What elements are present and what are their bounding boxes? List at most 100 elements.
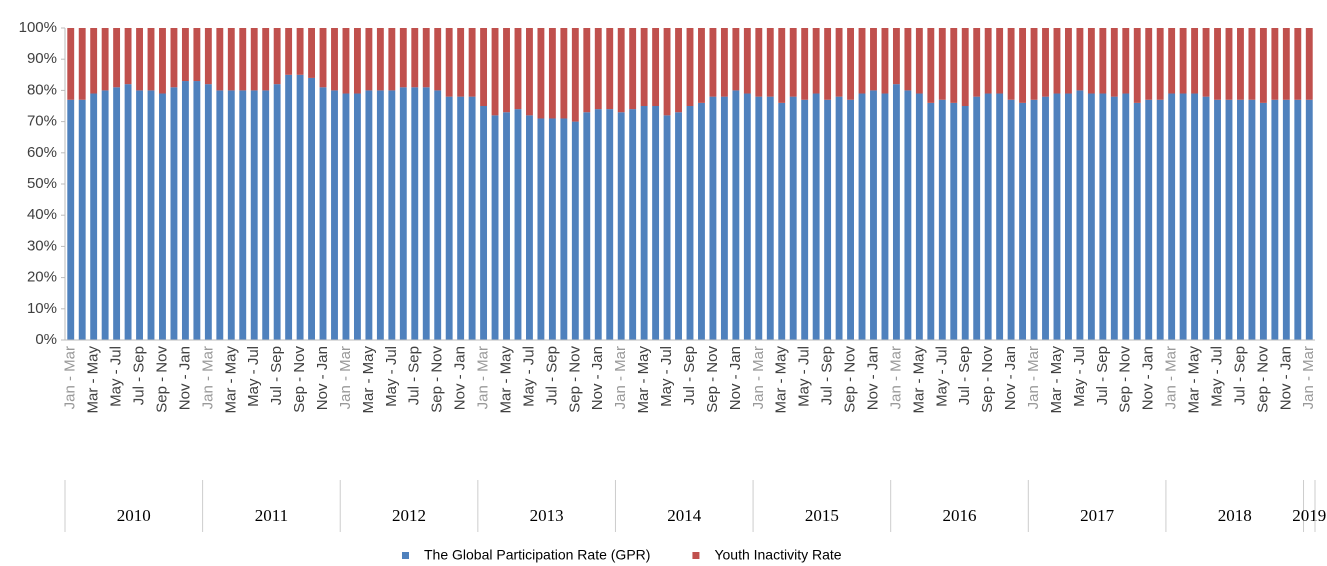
- x-tick-label: Nov - Jan: [452, 346, 469, 410]
- bar-segment: [881, 93, 889, 341]
- bar-segment: [1225, 99, 1233, 340]
- bar-segment: [250, 90, 258, 341]
- bar-segment: [1133, 28, 1141, 103]
- bar-segment: [652, 28, 660, 106]
- bar-segment: [216, 28, 224, 91]
- bar-segment: [1305, 99, 1313, 340]
- x-tick-label: Mar - May: [773, 346, 790, 414]
- bar-segment: [766, 96, 774, 340]
- y-tick-label: 40%: [27, 206, 57, 223]
- bar-segment: [640, 106, 648, 340]
- bar-segment: [835, 28, 843, 97]
- x-tick-label: Sep - Nov: [429, 346, 446, 413]
- bar-segment: [778, 28, 786, 103]
- bar-segment: [388, 90, 396, 341]
- x-tick-label: Jan - Mar: [475, 346, 492, 409]
- bar-segment: [1133, 102, 1141, 340]
- bar-segment: [663, 115, 671, 340]
- x-tick-label: Sep - Nov: [842, 346, 859, 413]
- year-label: 2016: [942, 506, 976, 525]
- x-tick-label: Jul - Sep: [131, 346, 148, 405]
- bar-segment: [136, 28, 143, 91]
- bar-segment: [170, 28, 178, 88]
- bar-segment: [227, 28, 235, 91]
- bar-segment: [1065, 93, 1072, 341]
- x-tick-label: Nov - Jan: [1277, 346, 1294, 410]
- bar-segment: [571, 121, 579, 340]
- bar-segment: [1237, 99, 1244, 340]
- bar-segment: [1007, 28, 1015, 100]
- bar-segment: [1122, 93, 1130, 341]
- bar-segment: [480, 106, 488, 340]
- bar-segment: [514, 28, 522, 110]
- x-tick-label: May - Jul: [245, 346, 262, 407]
- bar-segment: [526, 115, 533, 340]
- bar-segment: [1145, 99, 1153, 340]
- bar-segment: [571, 28, 579, 122]
- bar-segment: [938, 28, 946, 100]
- bar-segment: [583, 28, 591, 113]
- bar-segment: [1191, 93, 1199, 341]
- bar-segment: [709, 96, 717, 340]
- x-tick-label: Sep - Nov: [153, 346, 170, 413]
- bar-segment: [1179, 28, 1187, 94]
- x-tick-label: Jul - Sep: [268, 346, 285, 405]
- bar-segment: [1145, 28, 1153, 100]
- bar-segment: [892, 28, 900, 85]
- bar-segment: [1214, 28, 1221, 100]
- bar-segment: [503, 112, 510, 341]
- bar-segment: [1191, 28, 1199, 94]
- bar-segment: [1282, 28, 1290, 100]
- x-tick-label: Sep - Nov: [1117, 346, 1134, 413]
- bar-segment: [422, 28, 430, 88]
- bar-segment: [663, 28, 671, 116]
- bar-segment: [342, 28, 350, 94]
- bar-segment: [629, 109, 637, 341]
- bar-segment: [101, 28, 109, 91]
- bar-segment: [285, 74, 293, 341]
- x-tick-label: Jan - Mar: [199, 346, 216, 409]
- bar-segment: [1259, 102, 1267, 340]
- bar-segment: [1202, 28, 1210, 97]
- bar-segment: [594, 109, 602, 341]
- x-tick-label: Jan - Mar: [337, 346, 354, 409]
- bar-segment: [617, 112, 625, 341]
- bar-segment: [1076, 28, 1084, 91]
- y-tick-label: 100%: [19, 19, 57, 36]
- bar-segment: [847, 28, 854, 100]
- bar-segment: [617, 28, 625, 113]
- y-tick-label: 60%: [27, 144, 57, 161]
- bar-segment: [457, 96, 465, 340]
- x-tick-label: Jan - Mar: [750, 346, 767, 409]
- bar-segment: [285, 28, 293, 75]
- bar-segment: [101, 90, 109, 341]
- legend-swatch: [692, 552, 700, 559]
- bar-segment: [1248, 99, 1256, 340]
- bar-segment: [1237, 28, 1244, 100]
- bar-segment: [262, 28, 270, 91]
- y-tick-label: 30%: [27, 237, 57, 254]
- x-tick-label: Sep - Nov: [1254, 346, 1271, 413]
- year-label: 2019: [1292, 506, 1326, 525]
- x-tick-label: Sep - Nov: [979, 346, 996, 413]
- bar-segment: [1271, 99, 1279, 340]
- x-tick-label: Nov - Jan: [1140, 346, 1157, 410]
- bar-segment: [1282, 99, 1290, 340]
- bar-segment: [560, 118, 568, 340]
- bar-segment: [950, 28, 958, 103]
- bar-segment: [1294, 28, 1302, 100]
- bar-segment: [1053, 28, 1061, 94]
- bar-segment: [847, 99, 854, 340]
- bar-segment: [950, 102, 958, 340]
- bar-segment: [1087, 93, 1095, 341]
- bar-segment: [870, 90, 877, 341]
- bar-segment: [537, 118, 545, 340]
- x-tick-label: Nov - Jan: [314, 346, 331, 410]
- bar-segment: [1202, 96, 1210, 340]
- x-tick-label: Jan - Mar: [1163, 346, 1180, 409]
- bar-segment: [342, 93, 350, 341]
- x-tick-label: Nov - Jan: [589, 346, 606, 410]
- bar-segment: [743, 93, 751, 341]
- x-tick-label: Jul - Sep: [406, 346, 423, 405]
- bar-segment: [1259, 28, 1267, 103]
